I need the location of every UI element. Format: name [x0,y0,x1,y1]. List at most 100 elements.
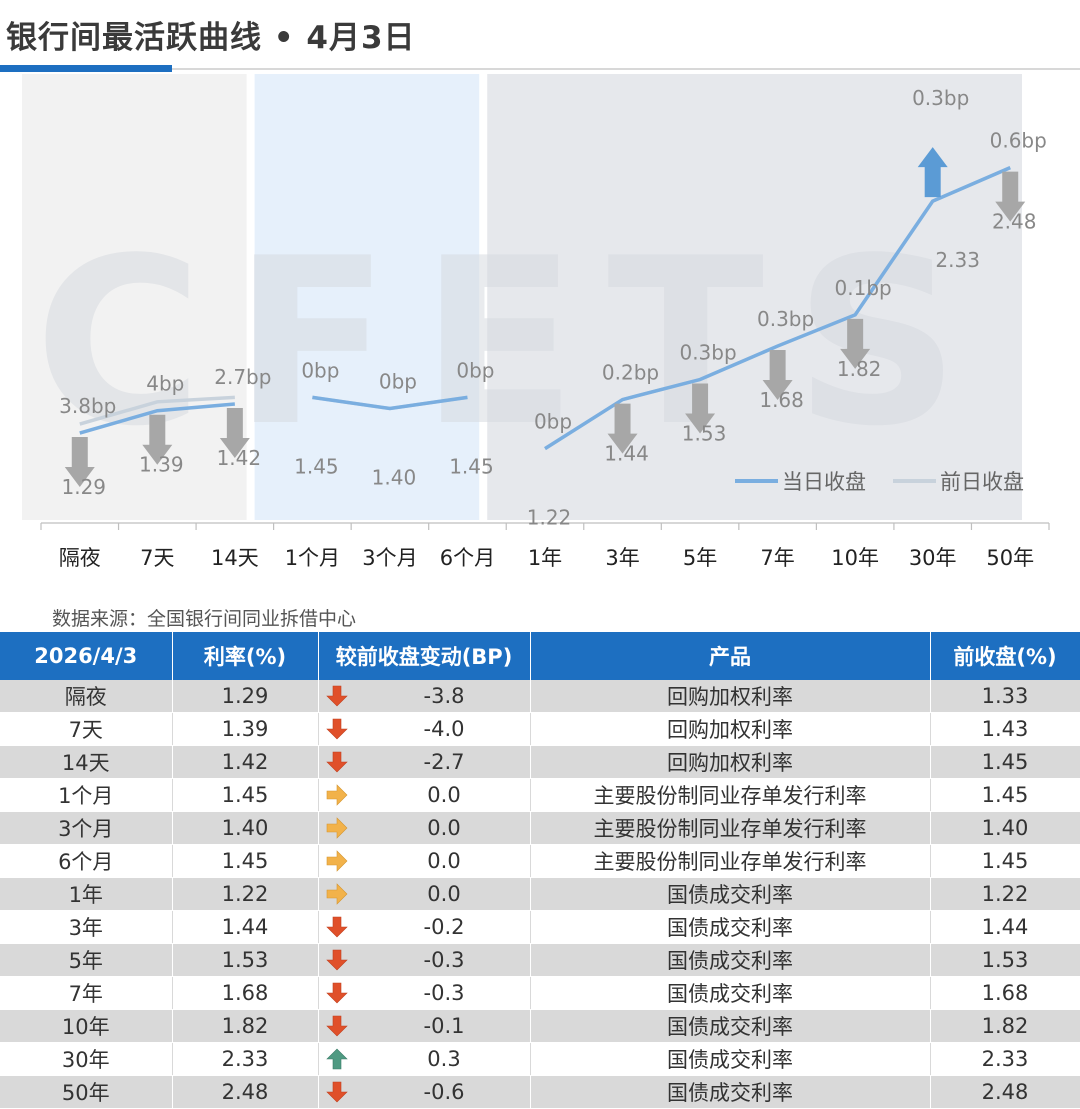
x-tick-label: 7年 [760,546,794,570]
arrow-down-icon [142,414,173,465]
series-line-previous [79,395,235,426]
header-change: 较前收盘变动(BP) [318,632,531,680]
arrow-right-icon [325,783,349,807]
header-date: 2026/4/3 [0,632,173,680]
x-tick-label: 1个月 [285,546,340,570]
change-value: -0.6 [423,1080,465,1104]
cell-rate: 1.44 [172,910,319,944]
cell-product: 主要股份制同业存单发行利率 [530,778,931,812]
cell-tenor: 3个月 [0,811,173,845]
change-bp-label: 0.3bp [679,341,736,365]
point-value-label: 1.22 [527,506,572,530]
cell-tenor: 1个月 [0,778,173,812]
group-panel-mid [254,74,480,520]
table-body: 隔夜 1.29 -3.8 回购加权利率 1.33 7天 1.39 -4.0 回购加权利率 1.43… [0,680,1080,1109]
cell-product: 国债成交利率 [530,1075,931,1109]
change-value: -0.1 [423,1014,465,1038]
arrow-down-icon [607,403,638,454]
cell-rate: 1.45 [172,778,319,812]
x-tick-label: 10年 [831,546,879,570]
cell-rate: 1.39 [172,712,319,746]
table-row: 7天 1.39 -4.0 回购加权利率 1.43 [0,712,1080,746]
cell-tenor: 5年 [0,943,173,977]
cell-tenor: 3年 [0,910,173,944]
cell-tenor: 30年 [0,1042,173,1076]
cell-product: 回购加权利率 [530,712,931,746]
change-value: -0.3 [423,981,465,1005]
point-value-label: 1.45 [294,454,339,478]
cell-change: -3.8 [318,680,531,713]
point-value-label: 1.82 [837,357,882,381]
point-value-label: 1.53 [682,422,727,446]
cell-change: -0.2 [318,910,531,944]
x-tick-label: 30年 [909,546,957,570]
cell-rate: 1.42 [172,745,319,779]
change-bp-label: 0.2bp [602,361,659,385]
cell-tenor: 50年 [0,1075,173,1109]
x-tick-label: 50年 [986,546,1034,570]
point-value-label: 2.33 [935,248,980,272]
cell-tenor: 14天 [0,745,173,779]
table-row: 3个月 1.40 0.0 主要股份制同业存单发行利率 1.40 [0,811,1080,845]
point-value-label: 2.48 [992,210,1037,234]
table-row: 50年 2.48 -0.6 国债成交利率 2.48 [0,1075,1080,1109]
cell-product: 回购加权利率 [530,680,931,713]
header-rate: 利率(%) [172,632,319,680]
change-bp-label: 2.7bp [214,365,271,389]
cell-change: -4.0 [318,712,531,746]
arrow-down-icon [325,915,349,939]
change-value: 0.3 [427,1047,461,1071]
x-tick-label: 7天 [140,546,174,570]
cell-change: 0.0 [318,778,531,812]
arrow-right-icon [325,882,349,906]
cell-change: -0.3 [318,976,531,1010]
change-value: 0.0 [427,816,461,840]
cell-change: -2.7 [318,745,531,779]
legend-label-current: 当日收盘 [782,470,866,494]
arrow-down-icon [685,383,716,434]
group-panel-short [22,74,247,520]
change-bp-label: 4bp [146,372,184,396]
series-line-current [312,395,468,411]
x-tick-label: 3年 [605,546,639,570]
change-value: 0.0 [427,882,461,906]
cell-change: 0.3 [318,1042,531,1076]
cell-rate: 1.40 [172,811,319,845]
change-value: -0.2 [423,915,465,939]
point-value-label: 1.39 [139,453,184,477]
change-bp-label: 0bp [534,410,572,434]
header-prev-close: 前收盘(%) [930,632,1080,680]
cell-rate: 1.68 [172,976,319,1010]
table-row: 10年 1.82 -0.1 国债成交利率 1.82 [0,1009,1080,1043]
change-bp-label: 0.3bp [912,86,969,110]
arrow-down-icon [840,318,871,369]
arrow-down-icon [325,717,349,741]
arrow-up-icon [917,147,948,198]
cell-rate: 1.82 [172,1009,319,1043]
cell-tenor: 10年 [0,1009,173,1043]
series-line-current [544,166,1011,451]
cell-prev-close: 1.45 [930,778,1080,812]
cell-prev-close: 1.44 [930,910,1080,944]
change-bp-label: 3.8bp [59,394,116,418]
point-value-label: 1.44 [604,442,649,466]
change-bp-label: 0.1bp [835,276,892,300]
change-bp-label: 0.6bp [990,129,1047,153]
cell-product: 国债成交利率 [530,1009,931,1043]
arrow-up-icon [325,1047,349,1071]
cell-prev-close: 1.43 [930,712,1080,746]
cell-rate: 1.45 [172,844,319,878]
table-row: 隔夜 1.29 -3.8 回购加权利率 1.33 [0,680,1080,713]
title-underline-accent [0,65,172,72]
cell-change: -0.3 [318,943,531,977]
table-row: 5年 1.53 -0.3 国债成交利率 1.53 [0,943,1080,977]
cell-prev-close: 1.45 [930,745,1080,779]
point-value-label: 1.68 [759,388,804,412]
arrow-down-icon [325,750,349,774]
arrow-down-icon [325,684,349,708]
cell-change: -0.1 [318,1009,531,1043]
cell-tenor: 7天 [0,712,173,746]
cell-tenor: 1年 [0,877,173,911]
cell-product: 国债成交利率 [530,943,931,977]
cell-prev-close: 1.53 [930,943,1080,977]
